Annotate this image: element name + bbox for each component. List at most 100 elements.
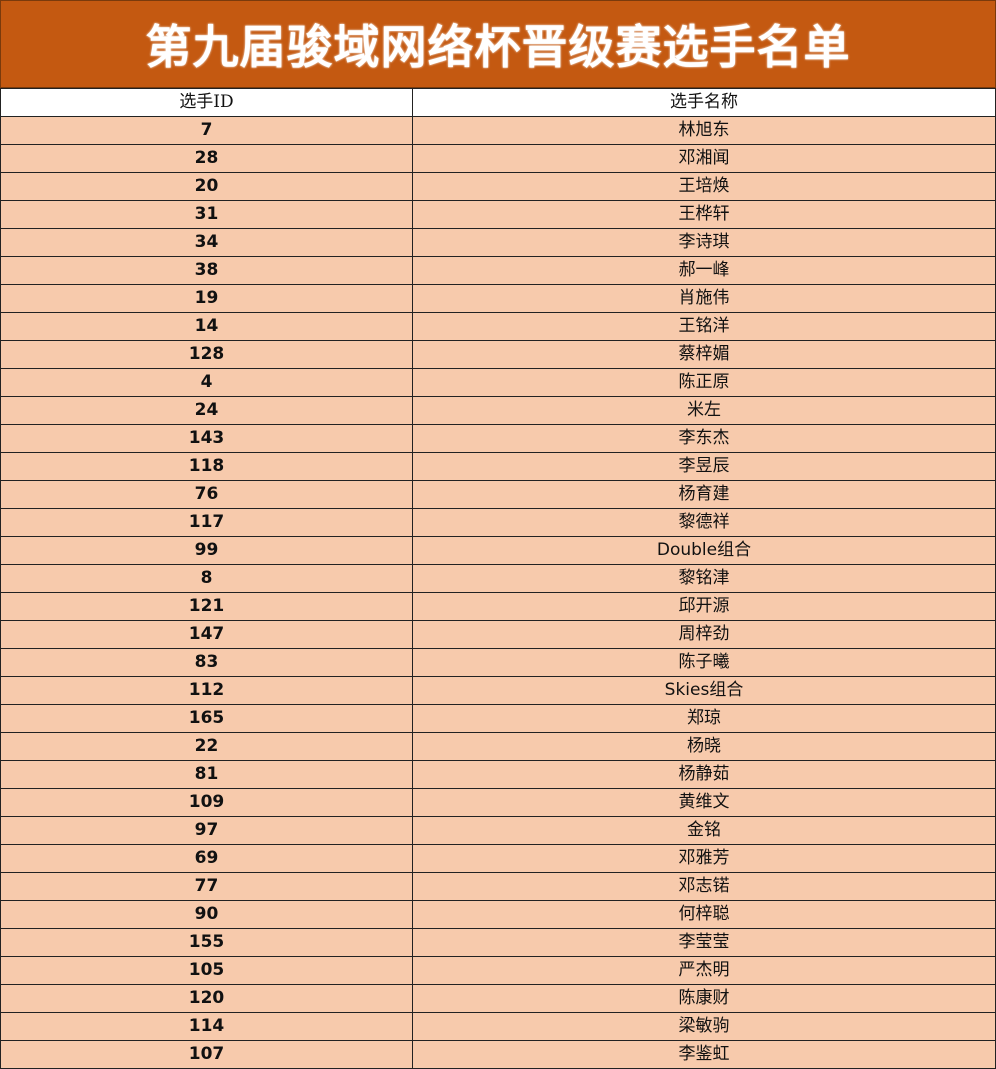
table-row[interactable]: 69 邓雅芳 [0,844,996,873]
player-name-cell[interactable]: Skies组合 [412,676,996,705]
table-row[interactable]: 77 邓志锘 [0,872,996,901]
player-id-cell[interactable]: 117 [0,508,413,537]
table-row[interactable]: 81 杨静茹 [0,760,996,789]
player-id-cell[interactable]: 24 [0,396,413,425]
player-name-cell[interactable]: 陈子曦 [412,648,996,677]
table-row[interactable]: 19 肖施伟 [0,284,996,313]
player-id-cell[interactable]: 97 [0,816,413,845]
player-name-cell[interactable]: 邓志锘 [412,872,996,901]
player-id-cell[interactable]: 69 [0,844,413,873]
player-name-cell[interactable]: 肖施伟 [412,284,996,313]
player-id-cell[interactable]: 90 [0,900,413,929]
table-row[interactable]: 147 周梓劲 [0,620,996,649]
player-id-cell[interactable]: 76 [0,480,413,509]
table-row[interactable]: 22 杨晓 [0,732,996,761]
player-name-cell[interactable]: 何梓聪 [412,900,996,929]
player-id-cell[interactable]: 128 [0,340,413,369]
table-row[interactable]: 112 Skies组合 [0,676,996,705]
player-name-cell[interactable]: 严杰明 [412,956,996,985]
player-name-cell[interactable]: Double组合 [412,536,996,565]
player-name-cell[interactable]: 李东杰 [412,424,996,453]
player-id-cell[interactable]: 107 [0,1040,413,1069]
player-name-cell[interactable]: 邱开源 [412,592,996,621]
player-id-cell[interactable]: 28 [0,144,413,173]
player-name-cell[interactable]: 蔡梓媚 [412,340,996,369]
table-row[interactable]: 76 杨育建 [0,480,996,509]
table-row[interactable]: 118 李昱辰 [0,452,996,481]
table-row[interactable]: 38 郝一峰 [0,256,996,285]
player-id-cell[interactable]: 83 [0,648,413,677]
table-row[interactable]: 143 李东杰 [0,424,996,453]
table-row[interactable]: 121 邱开源 [0,592,996,621]
player-name-cell[interactable]: 邓雅芳 [412,844,996,873]
player-name-cell[interactable]: 李莹莹 [412,928,996,957]
player-id-cell[interactable]: 143 [0,424,413,453]
player-name-cell[interactable]: 杨育建 [412,480,996,509]
player-name-cell[interactable]: 李昱辰 [412,452,996,481]
player-id-cell[interactable]: 4 [0,368,413,397]
player-id-cell[interactable]: 19 [0,284,413,313]
player-id-cell[interactable]: 165 [0,704,413,733]
player-name-cell[interactable]: 米左 [412,396,996,425]
player-name-cell[interactable]: 李鉴虹 [412,1040,996,1069]
table-row[interactable]: 31 王桦轩 [0,200,996,229]
player-id-cell[interactable]: 155 [0,928,413,957]
player-id-cell[interactable]: 147 [0,620,413,649]
player-id-cell[interactable]: 114 [0,1012,413,1041]
player-id-cell[interactable]: 105 [0,956,413,985]
player-id-cell[interactable]: 99 [0,536,413,565]
player-id-cell[interactable]: 118 [0,452,413,481]
player-name-cell[interactable]: 郑琼 [412,704,996,733]
player-name-cell[interactable]: 金铭 [412,816,996,845]
player-name-cell[interactable]: 邓湘闻 [412,144,996,173]
player-name-cell[interactable]: 周梓劲 [412,620,996,649]
player-name-cell[interactable]: 王培焕 [412,172,996,201]
player-name-cell[interactable]: 杨晓 [412,732,996,761]
table-row[interactable]: 14 王铭洋 [0,312,996,341]
table-row[interactable]: 90 何梓聪 [0,900,996,929]
player-name-cell[interactable]: 林旭东 [412,116,996,145]
player-id-cell[interactable]: 8 [0,564,413,593]
table-row[interactable]: 7 林旭东 [0,116,996,145]
player-id-cell[interactable]: 77 [0,872,413,901]
player-id-cell[interactable]: 121 [0,592,413,621]
table-row[interactable]: 109 黄维文 [0,788,996,817]
player-id-cell[interactable]: 81 [0,760,413,789]
player-name-cell[interactable]: 黎铭津 [412,564,996,593]
table-row[interactable]: 117 黎德祥 [0,508,996,537]
player-id-cell[interactable]: 7 [0,116,413,145]
player-id-cell[interactable]: 31 [0,200,413,229]
table-row[interactable]: 105 严杰明 [0,956,996,985]
player-id-cell[interactable]: 20 [0,172,413,201]
player-id-cell[interactable]: 112 [0,676,413,705]
player-name-cell[interactable]: 郝一峰 [412,256,996,285]
table-row[interactable]: 97 金铭 [0,816,996,845]
player-id-cell[interactable]: 38 [0,256,413,285]
player-name-cell[interactable]: 李诗琪 [412,228,996,257]
table-row[interactable]: 107 李鉴虹 [0,1040,996,1069]
player-name-cell[interactable]: 王桦轩 [412,200,996,229]
table-row[interactable]: 128 蔡梓媚 [0,340,996,369]
player-name-cell[interactable]: 梁敏驹 [412,1012,996,1041]
player-id-cell[interactable]: 109 [0,788,413,817]
table-row[interactable]: 165 郑琼 [0,704,996,733]
table-row[interactable]: 99 Double组合 [0,536,996,565]
player-id-cell[interactable]: 120 [0,984,413,1013]
table-row[interactable]: 4 陈正原 [0,368,996,397]
player-name-cell[interactable]: 陈正原 [412,368,996,397]
table-row[interactable]: 114 梁敏驹 [0,1012,996,1041]
table-row[interactable]: 34 李诗琪 [0,228,996,257]
table-row[interactable]: 20 王培焕 [0,172,996,201]
table-row[interactable]: 155 李莹莹 [0,928,996,957]
player-id-cell[interactable]: 34 [0,228,413,257]
player-name-cell[interactable]: 陈康财 [412,984,996,1013]
table-row[interactable]: 28 邓湘闻 [0,144,996,173]
table-row[interactable]: 83 陈子曦 [0,648,996,677]
player-id-cell[interactable]: 22 [0,732,413,761]
player-name-cell[interactable]: 黄维文 [412,788,996,817]
table-row[interactable]: 24 米左 [0,396,996,425]
table-row[interactable]: 8 黎铭津 [0,564,996,593]
player-name-cell[interactable]: 杨静茹 [412,760,996,789]
player-id-cell[interactable]: 14 [0,312,413,341]
player-name-cell[interactable]: 黎德祥 [412,508,996,537]
